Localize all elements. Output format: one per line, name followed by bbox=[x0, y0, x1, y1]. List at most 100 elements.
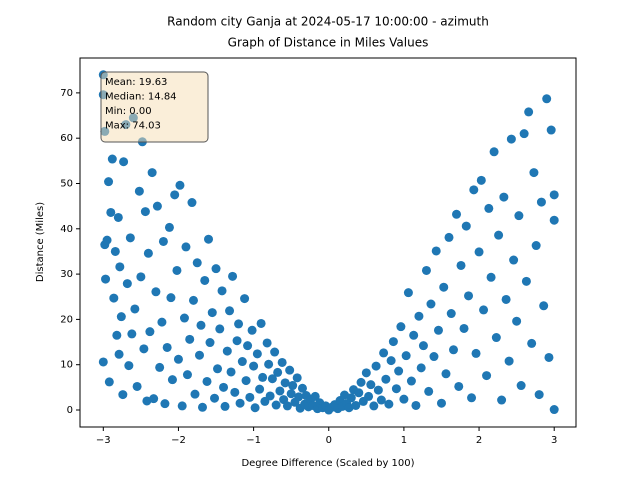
point bbox=[418, 341, 428, 351]
point bbox=[406, 376, 416, 386]
point bbox=[124, 361, 134, 371]
point bbox=[469, 185, 479, 195]
x-tick-label: −2 bbox=[171, 435, 186, 446]
point bbox=[262, 338, 272, 348]
point bbox=[179, 313, 189, 323]
point bbox=[484, 203, 494, 213]
point bbox=[429, 352, 439, 362]
point bbox=[411, 400, 421, 410]
point bbox=[384, 399, 394, 409]
point bbox=[102, 235, 112, 245]
point bbox=[456, 260, 466, 270]
point bbox=[136, 272, 146, 282]
point bbox=[379, 348, 389, 358]
point bbox=[241, 376, 251, 386]
point bbox=[521, 276, 531, 286]
point bbox=[158, 236, 168, 246]
point bbox=[486, 272, 496, 282]
point bbox=[205, 338, 215, 348]
point bbox=[147, 168, 157, 178]
point bbox=[504, 356, 514, 366]
point bbox=[127, 329, 137, 339]
point bbox=[164, 222, 174, 232]
point bbox=[172, 265, 182, 275]
point bbox=[247, 325, 257, 335]
point bbox=[219, 382, 229, 392]
point bbox=[114, 349, 124, 359]
y-tick-label: 30 bbox=[60, 269, 73, 280]
point bbox=[197, 402, 207, 412]
point bbox=[237, 357, 247, 367]
point bbox=[549, 190, 559, 200]
point bbox=[252, 349, 262, 359]
point bbox=[258, 372, 268, 382]
y-tick-label: 40 bbox=[60, 224, 73, 235]
point bbox=[270, 347, 280, 357]
point bbox=[235, 398, 245, 408]
point bbox=[280, 378, 290, 388]
point bbox=[394, 366, 404, 376]
point bbox=[497, 395, 507, 405]
point bbox=[167, 375, 177, 385]
point bbox=[152, 201, 162, 211]
point bbox=[489, 147, 499, 157]
point bbox=[188, 295, 198, 305]
point bbox=[441, 369, 451, 379]
point bbox=[454, 381, 464, 391]
point bbox=[228, 271, 238, 281]
point bbox=[294, 392, 304, 402]
point bbox=[116, 312, 126, 322]
point bbox=[531, 241, 541, 251]
point bbox=[461, 221, 471, 231]
point bbox=[109, 293, 119, 303]
point bbox=[249, 361, 259, 371]
point bbox=[373, 385, 383, 395]
point bbox=[436, 398, 446, 408]
point bbox=[211, 264, 221, 274]
point bbox=[210, 393, 220, 403]
point bbox=[234, 319, 244, 329]
point bbox=[396, 322, 406, 332]
point bbox=[286, 389, 296, 399]
point bbox=[275, 386, 285, 396]
point bbox=[213, 364, 223, 374]
point bbox=[240, 294, 250, 304]
x-tick-label: −1 bbox=[246, 435, 261, 446]
point bbox=[431, 246, 441, 256]
point bbox=[267, 374, 277, 384]
x-tick-label: 1 bbox=[401, 435, 407, 446]
point bbox=[527, 338, 537, 348]
point bbox=[196, 320, 206, 330]
point bbox=[459, 323, 469, 333]
point bbox=[340, 390, 350, 400]
x-tick-label: 2 bbox=[476, 435, 482, 446]
point bbox=[494, 230, 504, 240]
point bbox=[181, 242, 191, 252]
point bbox=[546, 125, 556, 135]
point bbox=[474, 247, 484, 257]
point bbox=[361, 368, 371, 378]
point bbox=[255, 384, 265, 394]
point bbox=[166, 293, 176, 303]
point bbox=[190, 389, 200, 399]
x-axis-label: Degree Difference (Scaled by 100) bbox=[241, 458, 414, 469]
point bbox=[140, 207, 150, 217]
point bbox=[115, 262, 125, 272]
x-tick-label: 0 bbox=[326, 435, 332, 446]
point bbox=[250, 403, 260, 413]
point bbox=[273, 367, 283, 377]
point bbox=[175, 180, 185, 190]
stats-text: Mean: 19.63 Median: 14.84 Min: 0.00 Max: 74… bbox=[105, 77, 177, 132]
point bbox=[155, 362, 165, 372]
point bbox=[104, 177, 114, 187]
point bbox=[139, 344, 149, 354]
y-tick-label: 0 bbox=[67, 405, 73, 416]
point bbox=[501, 294, 511, 304]
point bbox=[149, 394, 159, 404]
point bbox=[192, 258, 202, 268]
point bbox=[449, 345, 459, 355]
point bbox=[112, 330, 122, 340]
point bbox=[433, 325, 443, 335]
point bbox=[491, 333, 501, 343]
